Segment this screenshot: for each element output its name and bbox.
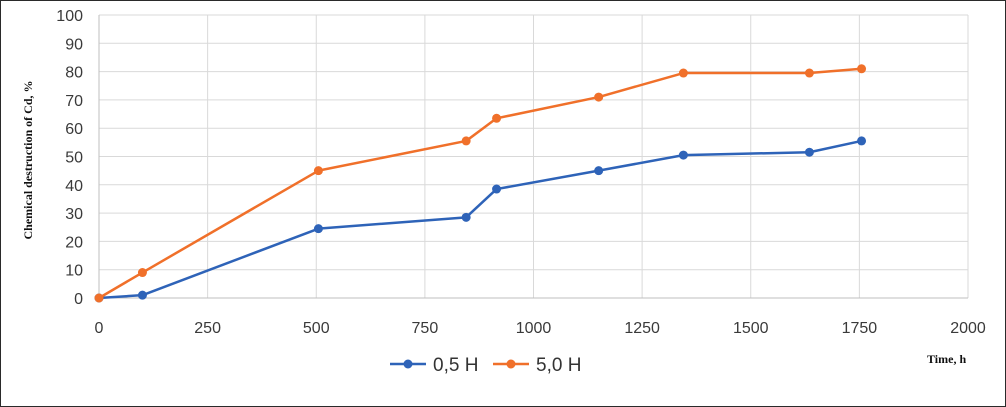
data-point <box>678 68 688 78</box>
axes <box>98 15 968 299</box>
x-tick-label: 250 <box>194 320 221 337</box>
data-point <box>594 166 604 176</box>
y-tick-label: 50 <box>65 150 83 167</box>
data-point <box>804 147 814 157</box>
data-point <box>461 212 471 222</box>
data-point <box>313 224 323 234</box>
x-tick-label: 1500 <box>733 320 769 337</box>
y-tick-label: 30 <box>65 206 83 223</box>
y-tick-label: 100 <box>56 8 83 25</box>
legend-item-1: 0,5 H <box>390 355 478 376</box>
legend-label: 0,5 H <box>433 355 478 376</box>
data-point <box>313 166 323 176</box>
y-tick-label: 40 <box>65 178 83 195</box>
x-tick-label: 0 <box>95 320 104 337</box>
x-tick-label: 2000 <box>950 320 986 337</box>
data-point <box>137 290 147 300</box>
legend: 0,5 H 5,0 H <box>390 355 581 376</box>
data-point <box>461 136 471 146</box>
y-tick-label: 0 <box>74 291 83 308</box>
series-line <box>98 67 862 300</box>
data-point <box>137 268 147 278</box>
data-point <box>857 136 867 146</box>
legend-label: 5,0 H <box>536 355 581 376</box>
series-layer <box>94 64 867 303</box>
x-tick-label: 500 <box>303 320 330 337</box>
x-tick-label: 750 <box>412 320 439 337</box>
y-tick-label: 60 <box>65 121 83 138</box>
y-axis-label: Chemical destruction of Cd, % <box>21 81 35 240</box>
data-point <box>678 150 688 160</box>
y-tick-label: 70 <box>65 93 83 110</box>
legend-swatch-marker <box>506 359 516 369</box>
data-point <box>492 184 502 194</box>
y-tick-label: 10 <box>65 263 83 280</box>
x-axis-label: Time, h <box>927 352 966 366</box>
x-tick-label: 1250 <box>624 320 660 337</box>
y-tick-label: 20 <box>65 234 83 251</box>
x-tick-label: 1000 <box>516 320 552 337</box>
data-point <box>94 293 104 303</box>
y-tick-label: 90 <box>65 36 83 53</box>
series-line <box>98 139 862 300</box>
legend-item-2: 5,0 H <box>493 355 581 376</box>
legend-swatch-marker <box>403 359 413 369</box>
data-point <box>594 92 604 102</box>
data-point <box>804 68 814 78</box>
data-point <box>857 64 867 74</box>
y-tick-label: 80 <box>65 65 83 82</box>
data-point <box>492 113 502 123</box>
grid <box>99 14 969 298</box>
x-tick-label: 1750 <box>842 320 878 337</box>
series-2 <box>94 64 867 303</box>
y-tick-labels: 0 10 20 30 40 50 60 70 80 90 100 <box>56 8 83 308</box>
x-tick-labels: 0 250 500 750 1000 1250 1500 1750 2000 <box>95 320 986 337</box>
